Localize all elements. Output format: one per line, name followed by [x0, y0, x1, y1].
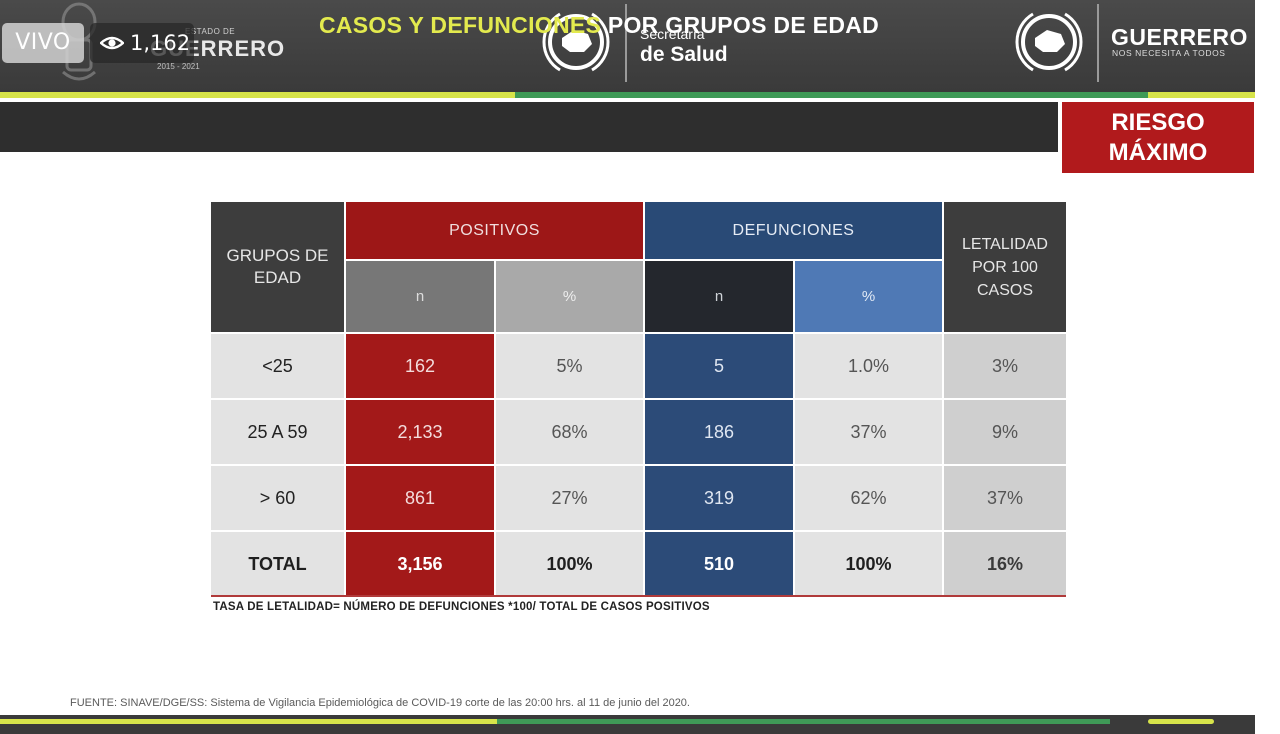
header-left-estado: ESTADO DE [185, 27, 236, 36]
header-right-name: GUERRERO [1111, 24, 1248, 50]
cell-positivos-pct: 27% [496, 466, 643, 530]
risk-badge: RIESGO MÁXIMO [1062, 102, 1254, 173]
cell-positivos-n: 861 [346, 466, 494, 530]
source-note: FUENTE: SINAVE/DGE/SS: Sistema de Vigila… [70, 697, 690, 709]
footer-band [0, 715, 1255, 734]
subheader-positivos-pct: % [496, 261, 643, 332]
state-emblem-icon [1015, 12, 1083, 72]
cell-letalidad: 37% [944, 466, 1066, 530]
cell-positivos-n: 3,156 [346, 532, 494, 596]
eye-icon [100, 36, 124, 50]
right-margin [1255, 0, 1280, 734]
header-positivos: POSITIVOS [346, 202, 643, 259]
table-row: > 60 861 27% 319 62% 37% [211, 466, 1066, 530]
header-left-years: 2015 - 2021 [157, 62, 200, 71]
title-bar [0, 102, 1058, 152]
header-de-salud: de Salud [640, 43, 728, 66]
cell-positivos-pct: 100% [496, 532, 643, 596]
header-letalidad: LETALIDAD POR 100 CASOS [944, 202, 1066, 332]
table-bottom-rule [211, 595, 1066, 597]
viewer-count: 1,162 [130, 31, 191, 55]
cell-letalidad: 9% [944, 400, 1066, 464]
cell-group: 25 A 59 [211, 400, 344, 464]
footer-stripe-green [497, 719, 1110, 724]
footer-stripe-yellow-right [1148, 719, 1214, 724]
cell-defunciones-pct: 1.0% [795, 334, 942, 398]
cell-defunciones-n: 186 [645, 400, 793, 464]
footer-stripe-yellow [0, 719, 497, 724]
cell-positivos-n: 2,133 [346, 400, 494, 464]
cell-defunciones-pct: 37% [795, 400, 942, 464]
cell-group: > 60 [211, 466, 344, 530]
live-badge: VIVO [2, 23, 84, 63]
cell-positivos-pct: 5% [496, 334, 643, 398]
header-defunciones: DEFUNCIONES [645, 202, 942, 259]
cell-positivos-n: 162 [346, 334, 494, 398]
title-rest: POR GRUPOS DE EDAD [601, 12, 880, 38]
cell-letalidad: 16% [944, 532, 1066, 596]
header-stripe-yellow-right [1148, 92, 1255, 98]
cell-group: TOTAL [211, 532, 344, 596]
title-highlight: CASOS Y DEFUNCIONES [318, 12, 602, 38]
header-grupos-de-edad: GRUPOS DE EDAD [211, 202, 344, 332]
header-divider [625, 4, 627, 82]
viewer-count-badge: 1,162 [90, 23, 194, 63]
table-row: <25 162 5% 5 1.0% 3% [211, 334, 1066, 398]
cell-group: <25 [211, 334, 344, 398]
cell-defunciones-pct: 62% [795, 466, 942, 530]
cell-positivos-pct: 68% [496, 400, 643, 464]
state-emblem-icon [542, 12, 610, 72]
cell-letalidad: 3% [944, 334, 1066, 398]
risk-line2: MÁXIMO [1108, 139, 1208, 166]
cell-defunciones-n: 5 [645, 334, 793, 398]
subheader-defunciones-pct: % [795, 261, 942, 332]
lethality-note: TASA DE LETALIDAD= NÚMERO DE DEFUNCIONES… [213, 601, 710, 613]
cell-defunciones-n: 319 [645, 466, 793, 530]
header-stripe-yellow [0, 92, 515, 98]
cell-defunciones-n: 510 [645, 532, 793, 596]
page-title: CASOS Y DEFUNCIONES POR GRUPOS DE EDAD [0, 0, 1198, 50]
risk-line1: RIESGO [1111, 109, 1205, 136]
header-stripe-green [515, 92, 1148, 98]
header-divider [1097, 4, 1099, 82]
subheader-positivos-n: n [346, 261, 494, 332]
header-secretaria: Secretaría [640, 26, 705, 42]
table-row: 25 A 59 2,133 68% 186 37% 9% [211, 400, 1066, 464]
subheader-defunciones-n: n [645, 261, 793, 332]
header-right-slogan: NOS NECESITA A TODOS [1112, 48, 1226, 58]
table-total-row: TOTAL 3,156 100% 510 100% 16% [211, 532, 1066, 596]
cell-defunciones-pct: 100% [795, 532, 942, 596]
